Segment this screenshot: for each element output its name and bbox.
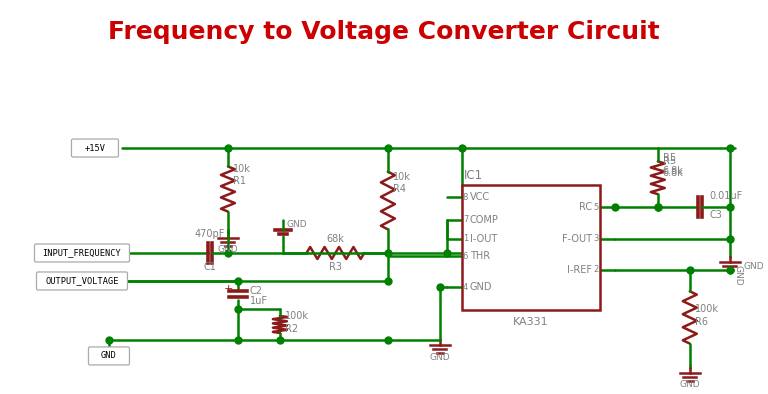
Text: C1: C1 [204,262,217,272]
Text: RC: RC [579,203,592,212]
Text: 8: 8 [463,193,468,202]
Text: KA331: KA331 [513,317,548,327]
Text: R2: R2 [285,325,298,335]
Text: OUTPUT_VOLTAGE: OUTPUT_VOLTAGE [45,277,119,286]
Text: 4: 4 [463,283,468,292]
Text: INPUT_FREQUENCY: INPUT_FREQUENCY [42,249,121,258]
Text: 6.8k: 6.8k [663,166,684,176]
Text: GND: GND [101,351,117,361]
Text: R1: R1 [233,176,246,186]
Text: GND: GND [470,282,492,292]
Text: COMP: COMP [470,215,498,225]
Text: +15V: +15V [84,143,105,152]
Text: 470pF: 470pF [195,229,225,239]
Text: THR: THR [470,251,490,261]
Text: R5: R5 [663,153,676,163]
Text: R3: R3 [329,262,342,272]
Text: 3: 3 [594,234,599,243]
Text: C2: C2 [250,286,263,296]
Text: R6: R6 [695,318,708,327]
Text: GND: GND [287,221,307,229]
Text: 5: 5 [594,203,599,212]
FancyBboxPatch shape [37,272,127,290]
Text: 10k: 10k [393,172,411,182]
Text: 100k: 100k [285,312,309,322]
Text: F-OUT: F-OUT [562,234,592,244]
Text: 100k: 100k [695,305,719,314]
Text: C3: C3 [710,210,723,221]
Text: 7: 7 [463,216,468,225]
Text: 10k: 10k [233,164,251,174]
Text: GND: GND [429,353,450,362]
FancyBboxPatch shape [35,244,130,262]
Text: Frequency to Voltage Converter Circuit: Frequency to Voltage Converter Circuit [108,20,660,44]
Text: IC1: IC1 [464,169,483,182]
Text: VCC: VCC [470,193,490,203]
Text: 6.8k: 6.8k [663,168,684,178]
Text: R5: R5 [663,156,676,166]
Text: 6: 6 [463,252,468,261]
Text: I-REF: I-REF [567,265,592,275]
Text: 0.01uF: 0.01uF [710,191,743,201]
Text: GND: GND [733,265,743,285]
FancyBboxPatch shape [71,139,118,157]
FancyBboxPatch shape [88,347,130,365]
Text: +: + [223,284,233,294]
Text: 68k: 68k [326,234,344,244]
Text: GND: GND [743,262,764,271]
Text: GND: GND [680,381,700,389]
Text: R4: R4 [393,184,406,194]
Bar [462,185,600,310]
Text: 2: 2 [594,266,599,275]
Text: 1uF: 1uF [250,296,268,306]
Text: GND: GND [217,245,238,255]
Text: I-OUT: I-OUT [470,234,497,244]
Text: 1: 1 [463,234,468,243]
